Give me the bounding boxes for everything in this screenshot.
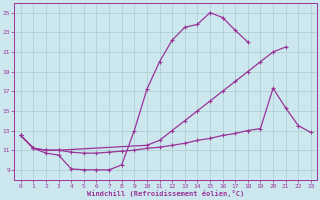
X-axis label: Windchill (Refroidissement éolien,°C): Windchill (Refroidissement éolien,°C) bbox=[87, 190, 244, 197]
